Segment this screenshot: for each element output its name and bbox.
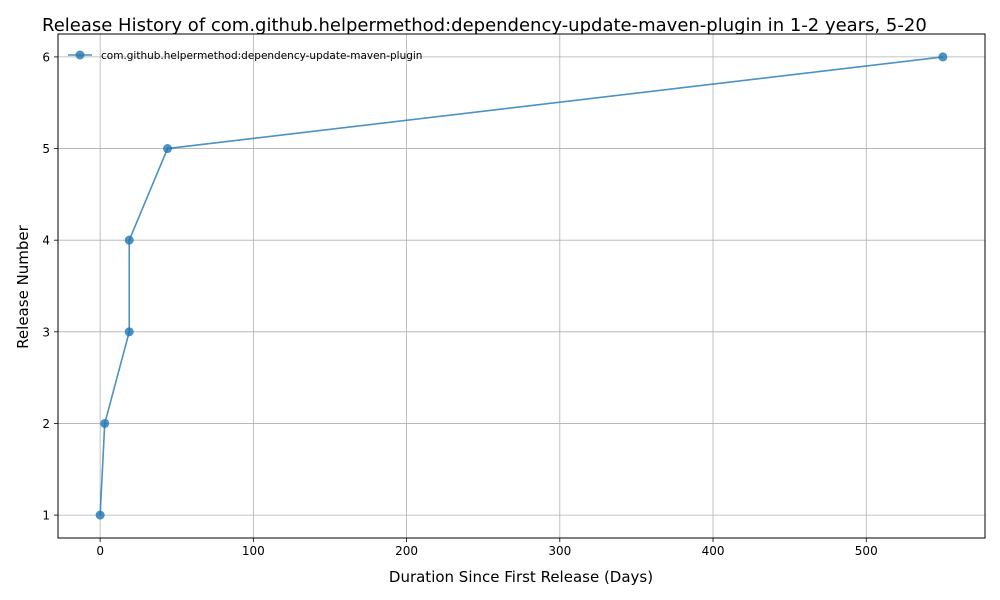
- data-point: [163, 144, 173, 154]
- data-point: [95, 510, 105, 520]
- y-tick-label: 2: [42, 417, 50, 431]
- series-line: [99, 56, 943, 516]
- data-point: [938, 52, 948, 62]
- grid-layer: [58, 34, 985, 538]
- x-tick-label: 400: [702, 544, 725, 558]
- plot-frame: [57, 33, 986, 539]
- y-axis-ticks: 1 2 3 4 5 6: [42, 50, 58, 523]
- x-tick-label: 500: [855, 544, 878, 558]
- y-axis-label: Release Number: [14, 224, 32, 348]
- x-tick-label: 200: [395, 544, 418, 558]
- y-tick-label: 1: [42, 509, 50, 523]
- y-tick-label: 3: [42, 325, 50, 339]
- data-point: [124, 327, 134, 337]
- x-tick-label: 100: [242, 544, 265, 558]
- chart-title: Release History of com.github.helpermeth…: [42, 15, 927, 36]
- y-tick-label: 4: [42, 234, 50, 248]
- data-point: [124, 235, 134, 245]
- x-tick-label: 300: [548, 544, 571, 558]
- legend-label: com.github.helpermethod:dependency-updat…: [101, 50, 422, 62]
- series-layer: [95, 52, 948, 520]
- data-point: [100, 418, 110, 428]
- legend: com.github.helpermethod:dependency-updat…: [68, 50, 422, 62]
- x-axis-label: Duration Since First Release (Days): [389, 568, 653, 586]
- y-tick-label: 6: [42, 50, 50, 64]
- x-axis-ticks: 0 100 200 300 400 500: [96, 538, 878, 558]
- y-tick-label: 5: [42, 142, 50, 156]
- legend-marker-swatch: [75, 50, 85, 60]
- x-tick-label: 0: [96, 544, 104, 558]
